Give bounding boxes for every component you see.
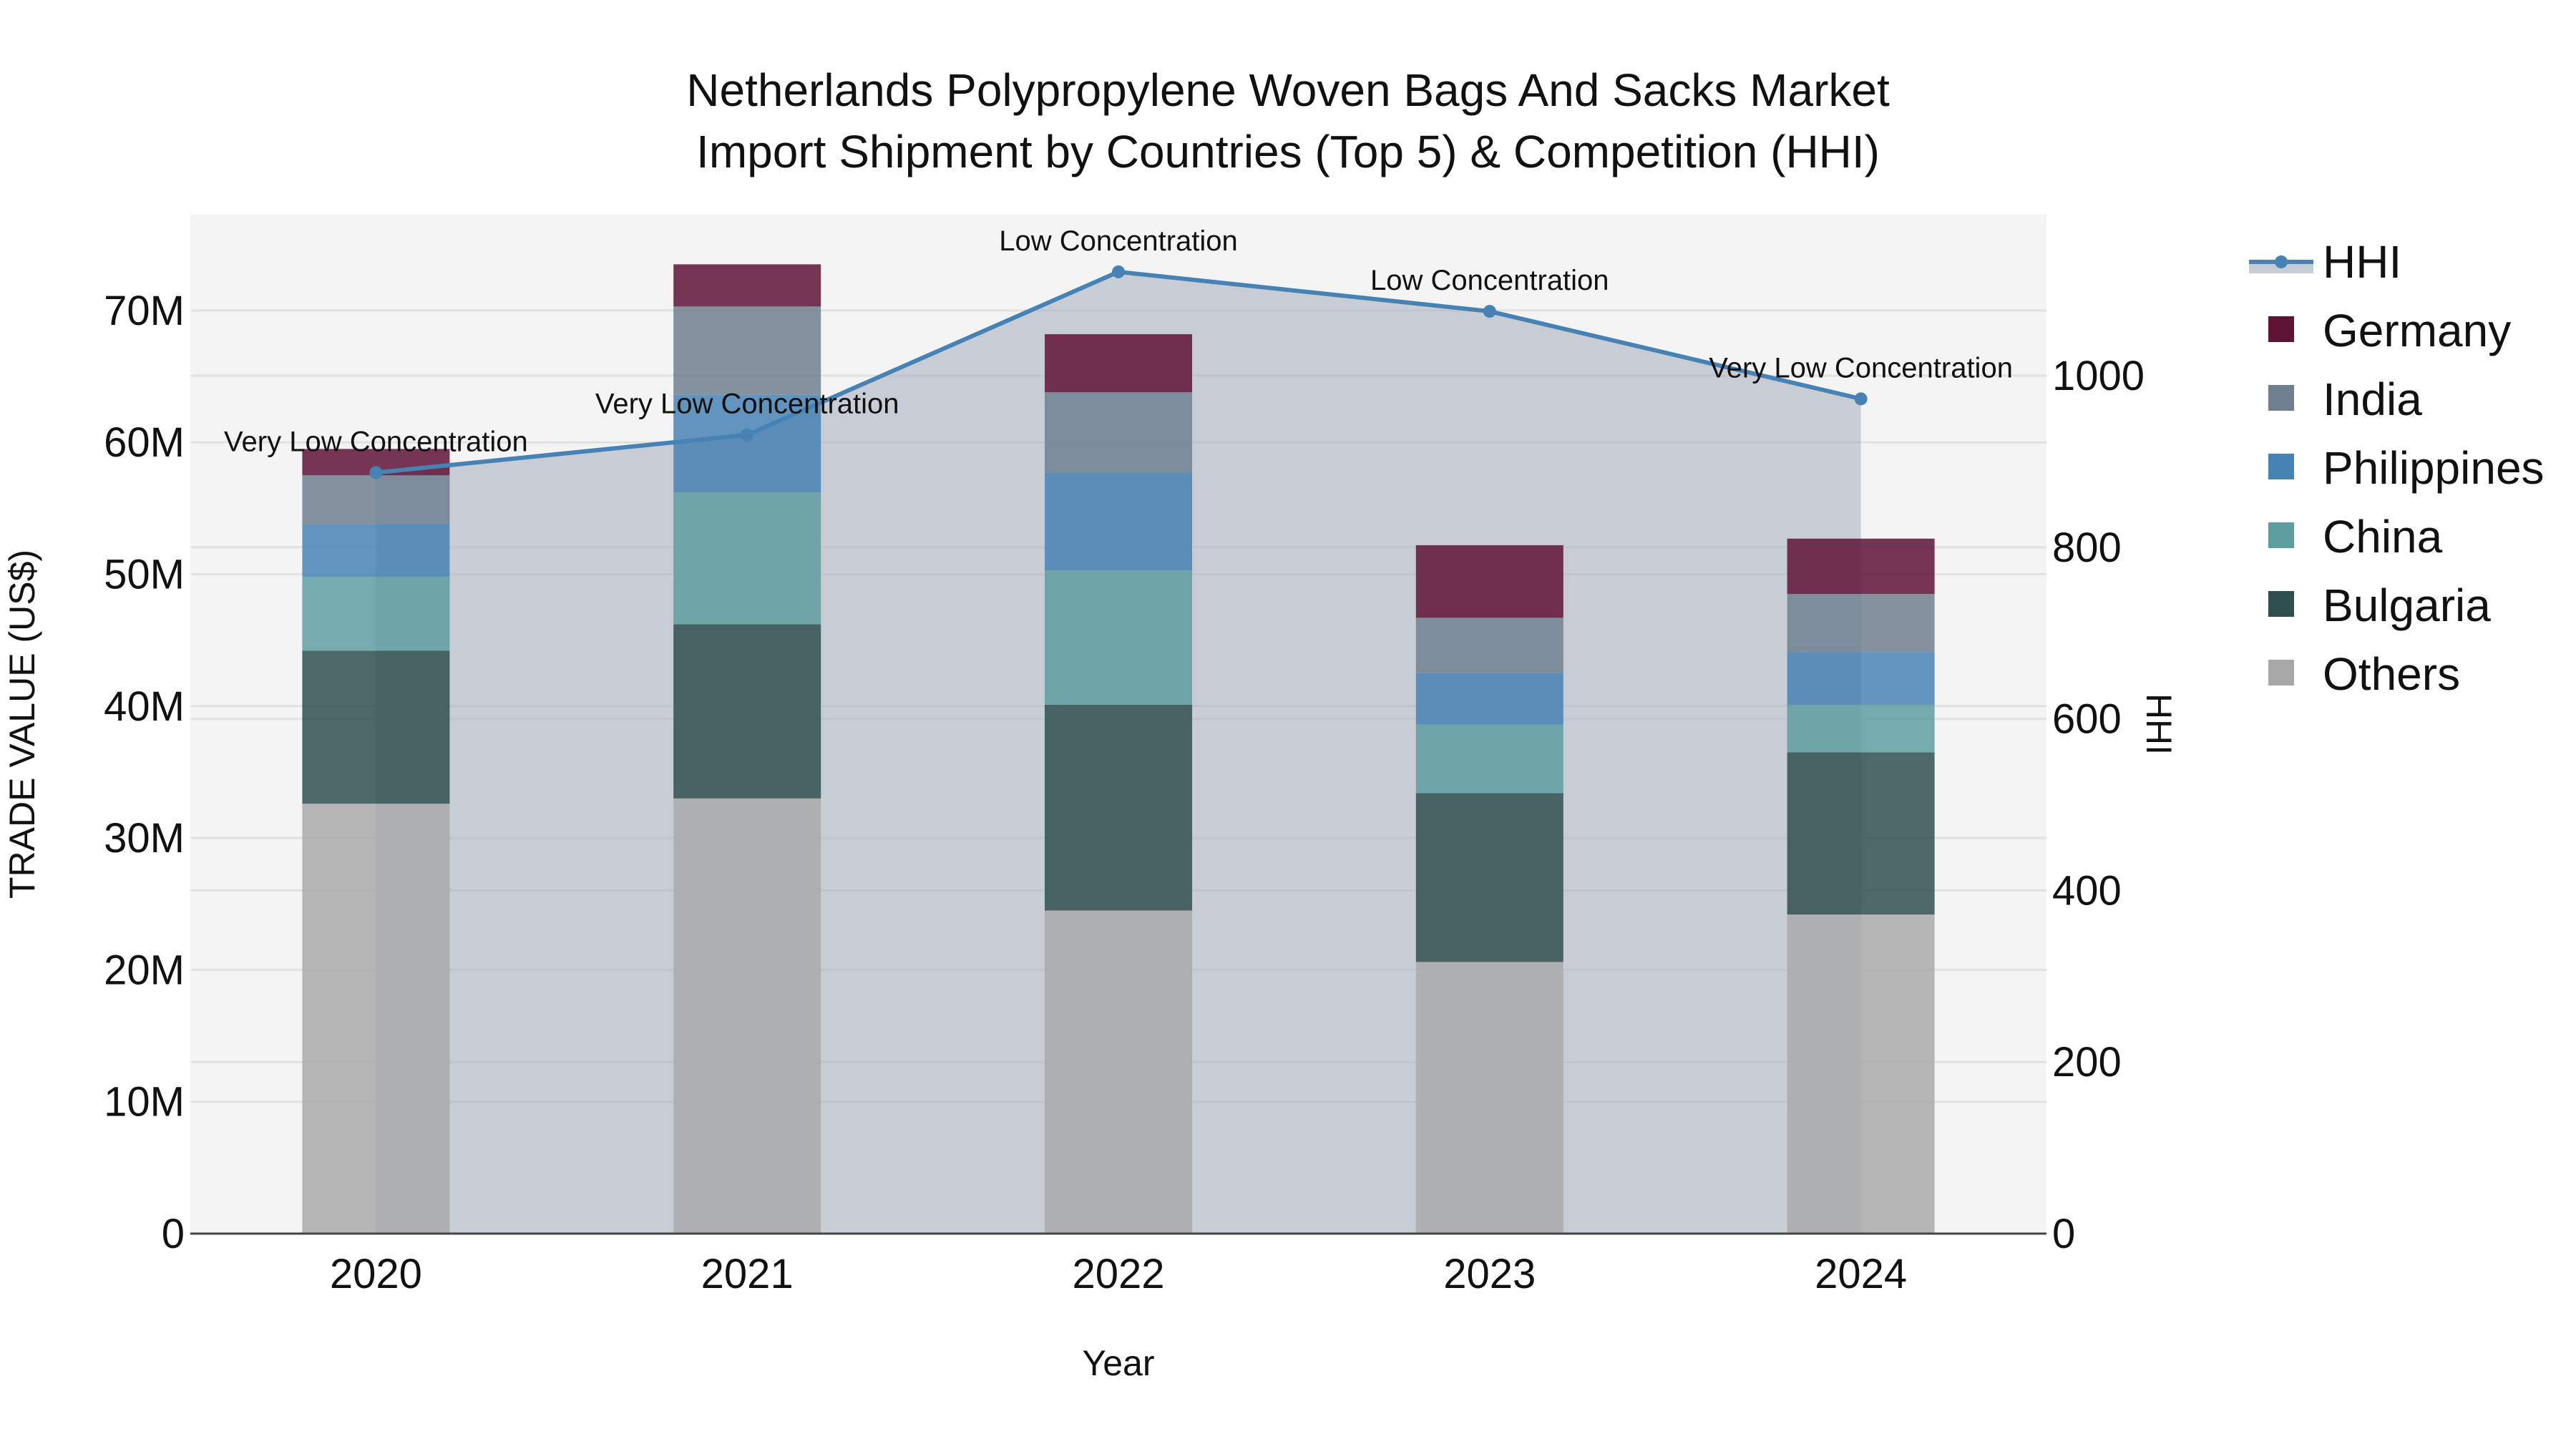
hhi-annotation: Very Low Concentration bbox=[224, 426, 528, 457]
bar-segment-philippines bbox=[1787, 652, 1935, 705]
hhi-marker bbox=[1112, 265, 1125, 278]
y-right-tick: 400 bbox=[2052, 867, 2122, 914]
y-left-tick: 10M bbox=[104, 1079, 185, 1126]
x-tick: 2023 bbox=[1443, 1251, 1536, 1297]
x-tick: 2024 bbox=[1815, 1251, 1907, 1297]
hhi-annotation: Low Concentration bbox=[999, 225, 1238, 257]
y-left-tick: 70M bbox=[104, 288, 185, 334]
bar-segment-germany bbox=[1415, 545, 1563, 618]
legend-swatch-icon bbox=[2268, 454, 2294, 479]
y-right-tick: 1000 bbox=[2052, 353, 2145, 399]
y-left-tick: 60M bbox=[104, 419, 185, 466]
hhi-markers bbox=[369, 265, 1868, 479]
legend-swatch-icon bbox=[2268, 385, 2294, 411]
bar-segment-bulgaria bbox=[302, 650, 450, 804]
legend-label: Others bbox=[2323, 648, 2460, 700]
hhi-marker bbox=[1483, 305, 1496, 318]
bar-segment-india bbox=[1787, 594, 1935, 653]
hhi-annotation: Very Low Concentration bbox=[1709, 352, 2013, 384]
hhi-marker bbox=[1854, 392, 1868, 406]
bar-segment-others bbox=[673, 798, 821, 1234]
bar-segment-china bbox=[302, 577, 450, 651]
legend-item-india[interactable]: India bbox=[2268, 374, 2422, 425]
bar-segment-india bbox=[1415, 618, 1563, 673]
hhi-annotations: Very Low Concentration Very Low Concentra… bbox=[224, 225, 2013, 458]
bar-segment-germany bbox=[673, 264, 821, 307]
hhi-annotation: Low Concentration bbox=[1370, 265, 1609, 296]
bar-segment-bulgaria bbox=[673, 624, 821, 799]
chart-title-line-1: Netherlands Polypropylene Woven Bags And… bbox=[686, 64, 1890, 116]
legend-label: HHI bbox=[2323, 236, 2401, 288]
x-axis-title: Year bbox=[1082, 1343, 1154, 1383]
legend: HHI Germany India Philippines China Bulgaria O… bbox=[2249, 236, 2545, 700]
y-left-axis-title: TRADE VALUE (US$) bbox=[2, 550, 42, 899]
legend-item-philippines[interactable]: Philippines bbox=[2268, 442, 2545, 494]
y-left-tick: 50M bbox=[104, 552, 185, 598]
bar-segment-bulgaria bbox=[1415, 793, 1563, 962]
legend-swatch-icon bbox=[2268, 316, 2294, 342]
y-left-tick-labels: 0 10M 20M 30M 40M 50M 60M 70M bbox=[104, 288, 185, 1257]
bar-segment-bulgaria bbox=[1787, 752, 1935, 914]
y-right-tick: 0 bbox=[2052, 1211, 2075, 1257]
x-tick: 2021 bbox=[701, 1251, 794, 1297]
y-left-tick: 0 bbox=[162, 1211, 185, 1257]
legend-swatch-icon bbox=[2268, 522, 2294, 548]
hhi-annotation: Very Low Concentration bbox=[595, 389, 899, 420]
legend-item-bulgaria[interactable]: Bulgaria bbox=[2268, 580, 2491, 631]
legend-label: Bulgaria bbox=[2323, 580, 2491, 631]
bar-segment-germany bbox=[1045, 334, 1192, 393]
bar-segment-india bbox=[1045, 392, 1192, 473]
legend-label: Germany bbox=[2323, 305, 2511, 356]
y-right-tick: 800 bbox=[2052, 525, 2122, 571]
bar-segment-others bbox=[1415, 962, 1563, 1234]
x-tick: 2022 bbox=[1072, 1251, 1164, 1297]
legend-marker-icon bbox=[2275, 255, 2288, 268]
bar-segment-bulgaria bbox=[1045, 704, 1192, 911]
legend-label: China bbox=[2323, 511, 2443, 562]
y-left-tick: 20M bbox=[104, 947, 185, 993]
legend-swatch-icon bbox=[2268, 591, 2294, 617]
y-right-tick-labels: 0 200 400 600 800 1000 bbox=[2052, 353, 2145, 1257]
bar-segment-china bbox=[673, 492, 821, 625]
bar-segment-others bbox=[1045, 910, 1192, 1234]
bar-segment-philippines bbox=[1045, 472, 1192, 570]
bar-segment-india bbox=[302, 475, 450, 525]
y-right-tick: 200 bbox=[2052, 1039, 2122, 1085]
x-tick-labels: 2020 2021 2022 2023 2024 bbox=[330, 1251, 1907, 1297]
y-left-tick: 30M bbox=[104, 815, 185, 862]
bar-segment-others bbox=[1787, 914, 1935, 1234]
hhi-marker bbox=[369, 466, 383, 479]
bar-segment-philippines bbox=[302, 524, 450, 577]
bar-segment-others bbox=[302, 804, 450, 1234]
chart-title-line-2: Import Shipment by Countries (Top 5) & C… bbox=[696, 126, 1880, 177]
legend-label: India bbox=[2323, 374, 2422, 425]
y-right-axis-title: HHI bbox=[2139, 693, 2179, 755]
y-left-tick: 40M bbox=[104, 683, 185, 730]
bar-segment-philippines bbox=[1415, 673, 1563, 725]
bar-segment-china bbox=[1045, 570, 1192, 705]
legend-label: Philippines bbox=[2323, 442, 2545, 494]
bar-segment-china bbox=[1787, 704, 1935, 753]
legend-swatch-icon bbox=[2268, 660, 2294, 686]
x-tick: 2020 bbox=[330, 1251, 422, 1297]
legend-item-others[interactable]: Others bbox=[2268, 648, 2460, 700]
legend-item-china[interactable]: China bbox=[2268, 511, 2443, 562]
bar-segment-germany bbox=[1787, 538, 1935, 595]
bar-segment-china bbox=[1415, 724, 1563, 794]
legend-item-germany[interactable]: Germany bbox=[2268, 305, 2511, 356]
hhi-marker bbox=[741, 428, 754, 441]
stacked-bars bbox=[302, 264, 1935, 1234]
bar-segment-india bbox=[673, 306, 821, 395]
legend-item-hhi[interactable]: HHI bbox=[2249, 236, 2401, 288]
y-right-tick: 600 bbox=[2052, 696, 2122, 743]
